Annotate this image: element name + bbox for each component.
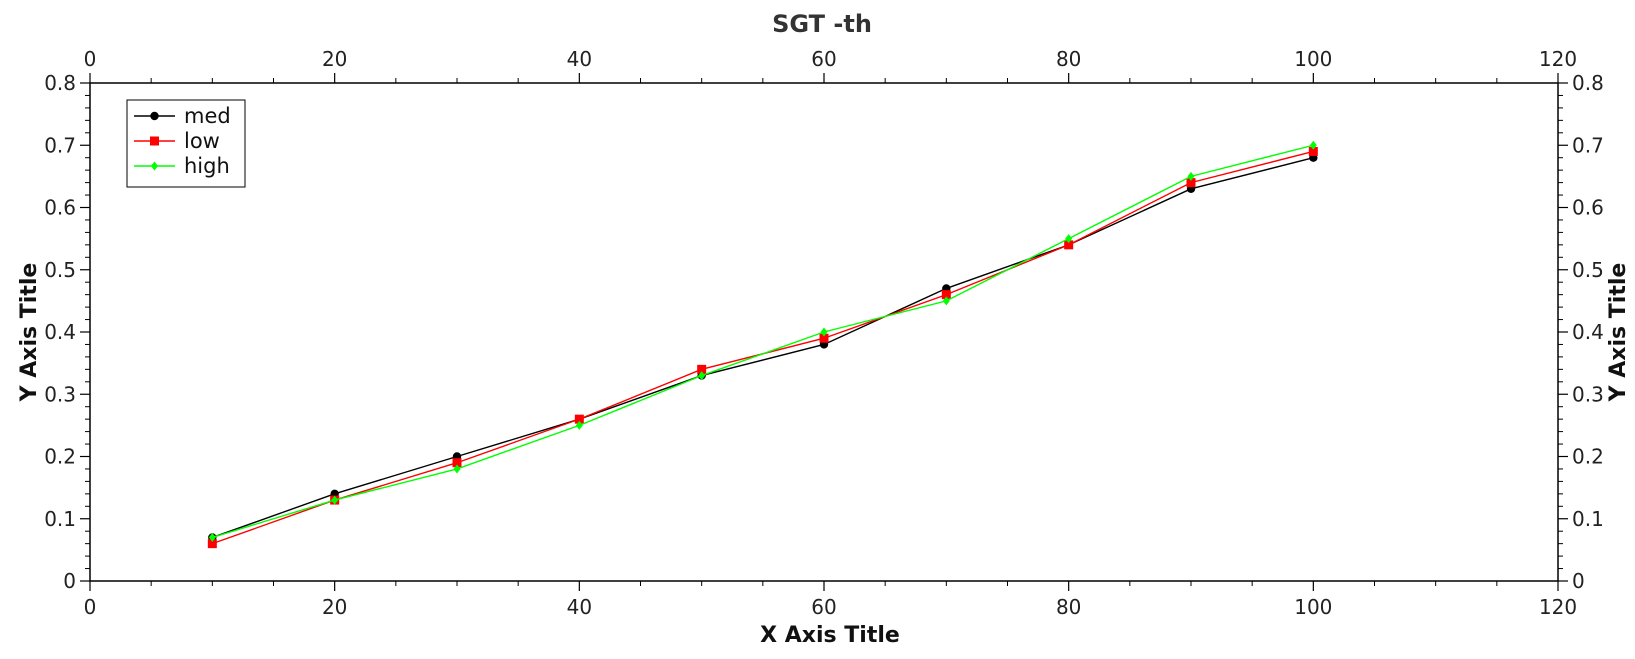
- y-axis-title-left: Y Axis Title: [17, 263, 42, 403]
- data-point-low: [1308, 146, 1318, 156]
- y-tick-label-left: 0: [63, 569, 76, 593]
- chart-title: SGT -th: [772, 10, 872, 38]
- y-tick-label-right: 0.6: [1572, 196, 1604, 220]
- x-tick-label-bottom: 120: [1539, 595, 1577, 619]
- legend-marker-med: [150, 111, 159, 121]
- y-tick-label-right: 0.3: [1572, 382, 1604, 406]
- y-tick-label-left: 0.1: [44, 507, 76, 531]
- x-tick-label-top: 80: [1056, 47, 1081, 71]
- y-tick-label-right: 0: [1572, 569, 1585, 593]
- data-point-high: [1309, 140, 1317, 150]
- data-point-low: [452, 458, 462, 468]
- data-point-high: [453, 464, 461, 474]
- data-point-high: [208, 532, 216, 542]
- legend-box: [126, 99, 246, 188]
- y-tick-label-right: 0.5: [1572, 258, 1604, 282]
- x-tick-label-top: 100: [1294, 47, 1332, 71]
- legend-marker-high: [151, 161, 158, 171]
- data-point-high: [942, 296, 950, 306]
- x-tick-label-bottom: 20: [322, 595, 347, 619]
- x-tick-label-top: 0: [84, 47, 97, 71]
- data-point-low: [697, 364, 707, 374]
- series-layer: [207, 140, 1318, 549]
- y-tick-label-left: 0.3: [44, 382, 76, 406]
- x-tick-label-bottom: 80: [1056, 595, 1081, 619]
- y-axis-title-right: Y Axis Title: [1606, 263, 1631, 403]
- x-tick-label-bottom: 40: [567, 595, 592, 619]
- legend-label-med: med: [184, 104, 231, 128]
- y-tick-label-right: 0.2: [1572, 445, 1604, 469]
- data-point-high: [698, 371, 706, 381]
- y-tick-label-left: 0.7: [44, 133, 76, 157]
- data-point-low: [1186, 178, 1196, 188]
- data-point-high: [575, 420, 583, 430]
- y-tick-label-left: 0.2: [44, 445, 76, 469]
- legend-marker-low: [150, 136, 159, 146]
- y-tick-label-left: 0.5: [44, 258, 76, 282]
- series-high: [208, 140, 1317, 542]
- series-line-high: [212, 144, 1314, 539]
- x-tick-label-top: 20: [322, 47, 347, 71]
- x-tick-label-bottom: 100: [1294, 595, 1332, 619]
- data-point-low: [819, 333, 829, 343]
- data-point-low: [941, 290, 951, 300]
- data-point-high: [820, 327, 828, 337]
- data-point-low: [207, 539, 217, 549]
- y-tick-label-right: 0.1: [1572, 507, 1604, 531]
- y-tick-label-right: 0.8: [1572, 71, 1604, 95]
- x-tick-label-bottom: 0: [84, 595, 97, 619]
- y-tick-label-left: 0.6: [44, 196, 76, 220]
- data-point-low: [574, 414, 584, 424]
- legend-label-low: low: [184, 129, 220, 153]
- x-tick-label-top: 40: [567, 47, 592, 71]
- legend-label-high: high: [184, 154, 230, 178]
- x-axis-title: X Axis Title: [760, 623, 900, 648]
- data-point-high: [1065, 234, 1073, 244]
- y-tick-label-left: 0.8: [44, 71, 76, 95]
- data-point-high: [1187, 171, 1195, 181]
- x-tick-label-top: 120: [1539, 47, 1577, 71]
- y-tick-label-left: 0.4: [44, 320, 76, 344]
- x-tick-label-bottom: 60: [811, 595, 836, 619]
- data-point-low: [1064, 240, 1074, 250]
- y-tick-label-right: 0.7: [1572, 133, 1604, 157]
- x-tick-label-top: 60: [811, 47, 836, 71]
- y-tick-label-right: 0.4: [1572, 320, 1604, 344]
- series-line-low: [212, 150, 1314, 545]
- series-med: [208, 153, 1318, 542]
- series-line-med: [212, 157, 1314, 539]
- data-point-high: [331, 495, 339, 505]
